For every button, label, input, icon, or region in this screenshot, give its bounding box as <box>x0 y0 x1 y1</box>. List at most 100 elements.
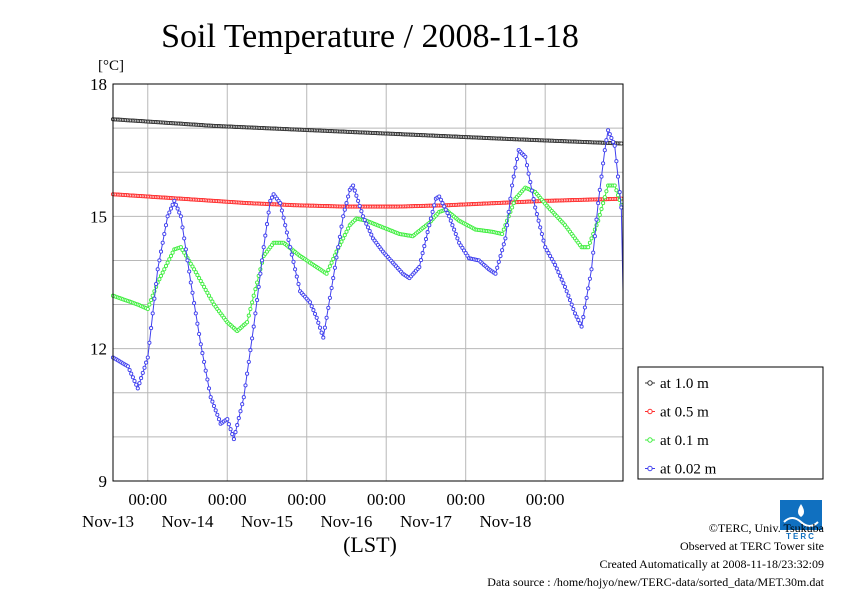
series-marker <box>541 238 546 243</box>
series-marker <box>346 226 351 231</box>
series-marker <box>500 248 505 253</box>
series-marker <box>548 253 553 259</box>
series-marker <box>197 331 202 337</box>
series-marker <box>324 271 329 276</box>
series-marker <box>601 201 606 206</box>
series-marker <box>551 259 556 264</box>
series-marker <box>331 256 336 262</box>
series-marker <box>425 230 430 235</box>
series-marker <box>334 255 339 260</box>
series-marker <box>256 284 261 289</box>
series-marker <box>536 218 541 223</box>
grid-lines <box>113 83 623 482</box>
series-marker <box>238 409 243 414</box>
series-marker <box>619 141 624 146</box>
series-marker <box>261 245 266 250</box>
series-marker <box>208 296 213 301</box>
series-marker <box>157 258 162 263</box>
series-marker <box>288 245 293 250</box>
series-marker <box>501 227 506 232</box>
legend-swatch-marker <box>647 408 653 415</box>
series-marker <box>178 214 183 219</box>
series-marker <box>307 300 313 305</box>
series-marker <box>236 416 241 421</box>
series-marker <box>152 296 157 301</box>
series-marker <box>344 201 349 206</box>
series-marker <box>205 290 210 295</box>
x-tick-time: 00:00 <box>526 490 565 509</box>
series-marker <box>443 207 448 212</box>
series-marker <box>129 371 134 376</box>
series-marker <box>203 368 208 373</box>
series-marker <box>205 377 210 382</box>
series-marker <box>311 308 316 313</box>
footer-copyright: ©TERC, Univ. Tsukuba <box>708 521 824 535</box>
series-marker <box>577 321 582 326</box>
x-tick-time: 00:00 <box>128 490 167 509</box>
series-marker <box>269 195 275 200</box>
series-marker <box>567 298 573 303</box>
series-marker <box>617 190 622 195</box>
series-marker <box>312 311 318 316</box>
series-marker <box>615 193 621 198</box>
series-marker <box>546 251 551 256</box>
series-marker <box>596 201 601 206</box>
series-marker <box>263 233 268 238</box>
series-marker <box>553 262 558 267</box>
series-marker <box>180 225 185 230</box>
series-marker <box>440 201 445 206</box>
series-marker <box>418 258 424 263</box>
series-marker <box>571 306 576 312</box>
series-marker <box>357 203 362 209</box>
series-marker <box>529 188 534 193</box>
series-marker <box>233 430 238 435</box>
series-marker <box>611 139 616 144</box>
series-marker <box>549 256 554 262</box>
series-marker <box>500 231 505 237</box>
series-marker <box>554 266 559 271</box>
series-marker <box>360 214 366 219</box>
series-marker <box>202 284 207 289</box>
series-marker <box>513 165 518 170</box>
series-marker <box>248 306 253 312</box>
series-marker <box>198 278 203 284</box>
series-marker <box>193 270 198 275</box>
series-marker <box>606 128 611 133</box>
series-marker <box>339 239 344 244</box>
series-marker <box>364 221 369 226</box>
series-marker <box>210 399 215 404</box>
series-marker <box>539 231 544 237</box>
series-marker <box>157 277 162 282</box>
series-marker <box>149 298 154 303</box>
x-tick-date: Nov-17 <box>400 512 452 531</box>
series-marker <box>533 205 538 210</box>
series-marker <box>251 324 256 329</box>
series-marker <box>245 320 250 325</box>
series-marker <box>203 287 208 292</box>
series-marker <box>150 311 155 316</box>
series-marker <box>544 248 549 253</box>
series-marker <box>367 228 372 234</box>
series-marker <box>339 224 344 229</box>
series-marker <box>582 305 587 310</box>
series-marker <box>597 187 602 192</box>
series-marker <box>526 171 531 176</box>
series-marker <box>158 273 164 278</box>
series-marker <box>317 325 323 330</box>
series-marker <box>438 197 443 202</box>
series-marker <box>599 174 604 179</box>
series-marker <box>450 223 455 228</box>
series-marker <box>455 236 460 241</box>
series-marker <box>581 315 586 320</box>
series-marker <box>430 209 435 214</box>
series-marker <box>145 355 150 360</box>
series-marker <box>127 367 132 373</box>
y-axis-ticks: 18 15 12 9 <box>90 75 107 491</box>
series-line <box>110 128 624 442</box>
series-marker <box>604 138 609 143</box>
series-marker <box>564 289 569 294</box>
series-marker <box>587 240 592 245</box>
series-marker <box>208 395 213 400</box>
series-marker <box>362 217 367 223</box>
series-marker <box>591 250 596 255</box>
